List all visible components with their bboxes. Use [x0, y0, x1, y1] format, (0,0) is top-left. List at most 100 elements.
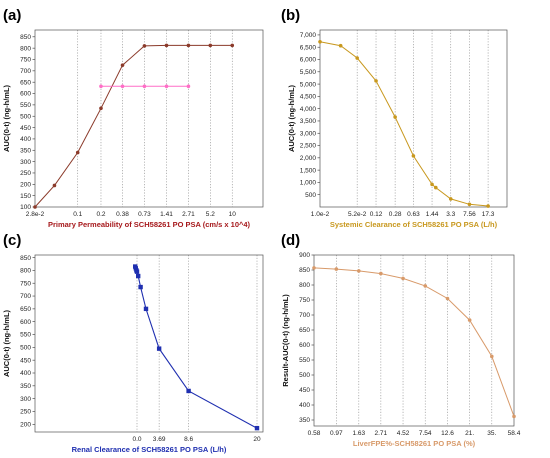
x-tick-label: 0.73 — [138, 211, 151, 218]
y-tick-label: 300 — [20, 159, 31, 166]
y-tick-label: 850 — [20, 34, 31, 41]
x-tick-label: 4.52 — [397, 430, 410, 437]
data-point — [134, 269, 140, 274]
plot-frame — [34, 29, 264, 208]
x-tick-label: 0.63 — [407, 211, 420, 218]
y-tick-label: 600 — [20, 91, 31, 98]
data-point — [164, 84, 169, 89]
y-tick-label: 800 — [20, 45, 31, 52]
panel-label: (d) — [281, 232, 300, 249]
panel-label: (c) — [3, 232, 21, 249]
y-tick-label: 700 — [20, 293, 31, 300]
x-tick-label: 10 — [229, 211, 237, 218]
data-point — [208, 43, 213, 48]
x-tick-label: 3.69 — [153, 436, 166, 443]
series-line — [319, 41, 489, 207]
y-tick-label: 3,500 — [300, 118, 317, 125]
x-tick-label: 0.2 — [96, 211, 105, 218]
y-tick-label: 3,000 — [300, 130, 317, 137]
data-point — [467, 202, 472, 207]
y-tick-label: 650 — [20, 306, 31, 313]
x-tick-label: 1.44 — [426, 211, 439, 218]
panel-label: (a) — [3, 7, 21, 24]
y-tick-label: 650 — [20, 79, 31, 86]
series-line — [313, 267, 515, 417]
y-tick-label: 100 — [20, 204, 31, 211]
y-tick-label: 250 — [20, 409, 31, 416]
x-axis-label: Systemic Clearance of SCH58261 PO PSA (L… — [330, 220, 498, 229]
chart-panel-1: (a) 2.8e-2 0.1 0.2 0.38 0.73 1.41 2.71 5.2 10 100 1… — [2, 7, 264, 229]
x-tick-label: 8.6 — [184, 436, 193, 443]
y-tick-label: 400 — [20, 136, 31, 143]
data-point — [379, 271, 383, 276]
y-tick-label: 700 — [20, 68, 31, 75]
x-tick-label: 20 — [253, 436, 261, 443]
data-point — [401, 276, 405, 281]
data-point — [142, 44, 147, 48]
data-point — [142, 84, 147, 89]
y-tick-label: 2,500 — [300, 143, 317, 150]
x-tick-label: 2.71 — [182, 211, 195, 218]
y-tick-label: 2,000 — [300, 155, 317, 162]
data-point — [230, 43, 235, 48]
data-point — [99, 106, 103, 111]
y-tick-label: 550 — [20, 102, 31, 109]
data-point — [164, 43, 169, 48]
x-tick-label: 0.0 — [132, 436, 141, 443]
plot-frame — [34, 254, 264, 433]
x-tick-label: 58.4 — [508, 430, 521, 437]
y-tick-label: 850 — [299, 267, 310, 274]
data-point — [143, 306, 149, 312]
y-axis-label: AUC(0-t) (ng-h/mL) — [2, 84, 11, 152]
y-tick-label: 500 — [305, 192, 316, 199]
data-point — [411, 154, 416, 158]
x-tick-label: 0.12 — [370, 211, 383, 218]
y-tick-label: 350 — [20, 383, 31, 390]
data-point — [120, 63, 125, 67]
y-tick-label: 550 — [20, 332, 31, 339]
data-point — [374, 79, 378, 83]
y-tick-label: 350 — [299, 417, 310, 424]
y-tick-label: 6,500 — [300, 44, 317, 51]
x-tick-label: 0.97 — [330, 430, 343, 437]
y-tick-label: 600 — [20, 319, 31, 326]
y-tick-label: 500 — [20, 113, 31, 120]
series-line — [34, 44, 233, 208]
x-tick-label: 5.2e-2 — [348, 211, 367, 218]
data-point — [433, 185, 438, 190]
x-tick-label: 17.3 — [482, 211, 495, 218]
data-point — [355, 56, 359, 60]
y-tick-label: 6,000 — [300, 57, 317, 64]
data-point — [486, 204, 490, 208]
y-tick-label: 5,000 — [300, 81, 317, 88]
y-tick-label: 450 — [20, 125, 31, 132]
x-tick-label: 5.2 — [206, 211, 215, 218]
data-point — [357, 269, 361, 273]
y-tick-label: 650 — [299, 327, 310, 334]
x-tick-label: 0.38 — [116, 211, 129, 218]
data-point — [312, 266, 316, 270]
data-point — [423, 284, 428, 288]
data-point — [186, 43, 191, 48]
y-tick-label: 200 — [20, 422, 31, 429]
x-axis-label: LiverFPE%-SCH58261 PO PSA (%) — [353, 439, 476, 448]
data-point — [33, 205, 37, 209]
y-axis-label: Result-AUC(0-t) (ng-h/mL) — [281, 294, 290, 387]
y-axis-label: AUC(0-t) (ng-h/mL) — [2, 309, 11, 377]
x-tick-label: 0.58 — [308, 430, 321, 437]
data-point — [52, 183, 57, 188]
x-tick-label: 1.41 — [160, 211, 173, 218]
data-point — [138, 284, 143, 290]
y-tick-label: 250 — [20, 170, 31, 177]
y-tick-label: 750 — [20, 57, 31, 64]
y-tick-label: 450 — [20, 357, 31, 364]
data-point — [338, 43, 343, 48]
y-tick-label: 850 — [20, 255, 31, 262]
data-point — [99, 84, 103, 89]
y-tick-label: 450 — [299, 387, 310, 394]
x-tick-label: 35. — [487, 430, 496, 437]
data-point — [448, 197, 453, 201]
x-tick-label: 7.56 — [463, 211, 476, 218]
y-tick-label: 1,000 — [300, 180, 317, 187]
